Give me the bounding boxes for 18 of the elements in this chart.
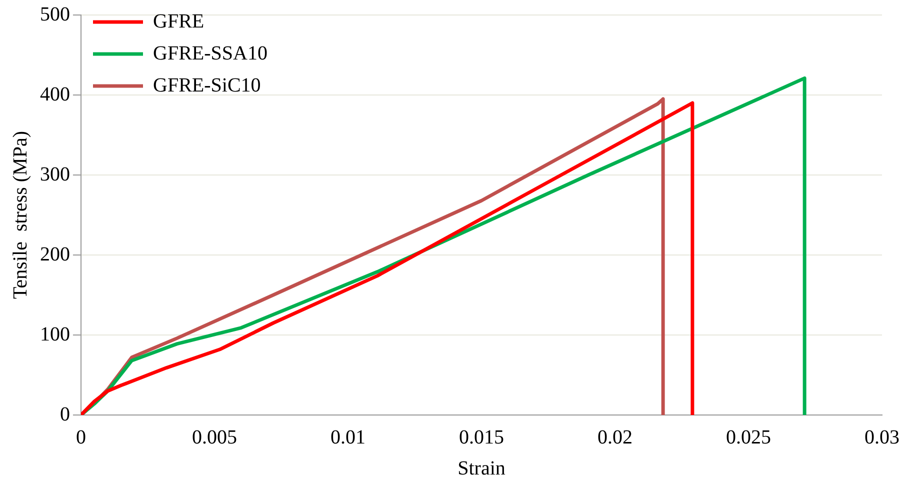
x-axis-title: Strain (458, 457, 506, 480)
x-tick-label: 0.005 (192, 426, 237, 448)
y-tick-label: 300 (40, 163, 70, 186)
legend-label: GFRE-SiC10 (153, 74, 261, 96)
y-tick-label: 500 (40, 3, 70, 26)
legend-label: GFRE (153, 10, 204, 32)
x-tick-label: 0.03 (864, 426, 900, 448)
x-tick-label: 0.01 (330, 426, 366, 448)
legend-label: GFRE-SSA10 (153, 42, 268, 64)
x-tick-label: 0.015 (459, 426, 504, 448)
y-tick-label: 400 (40, 83, 70, 106)
y-tick-label: 100 (40, 323, 70, 346)
y-tick-label: 0 (60, 403, 70, 426)
x-tick-label: 0 (76, 426, 86, 448)
x-tick-label: 0.02 (598, 426, 632, 448)
y-axis-title: Tensile stress (MPa) (9, 130, 32, 300)
y-tick-label: 200 (40, 243, 70, 266)
x-tick-label: 0.025 (726, 426, 771, 448)
